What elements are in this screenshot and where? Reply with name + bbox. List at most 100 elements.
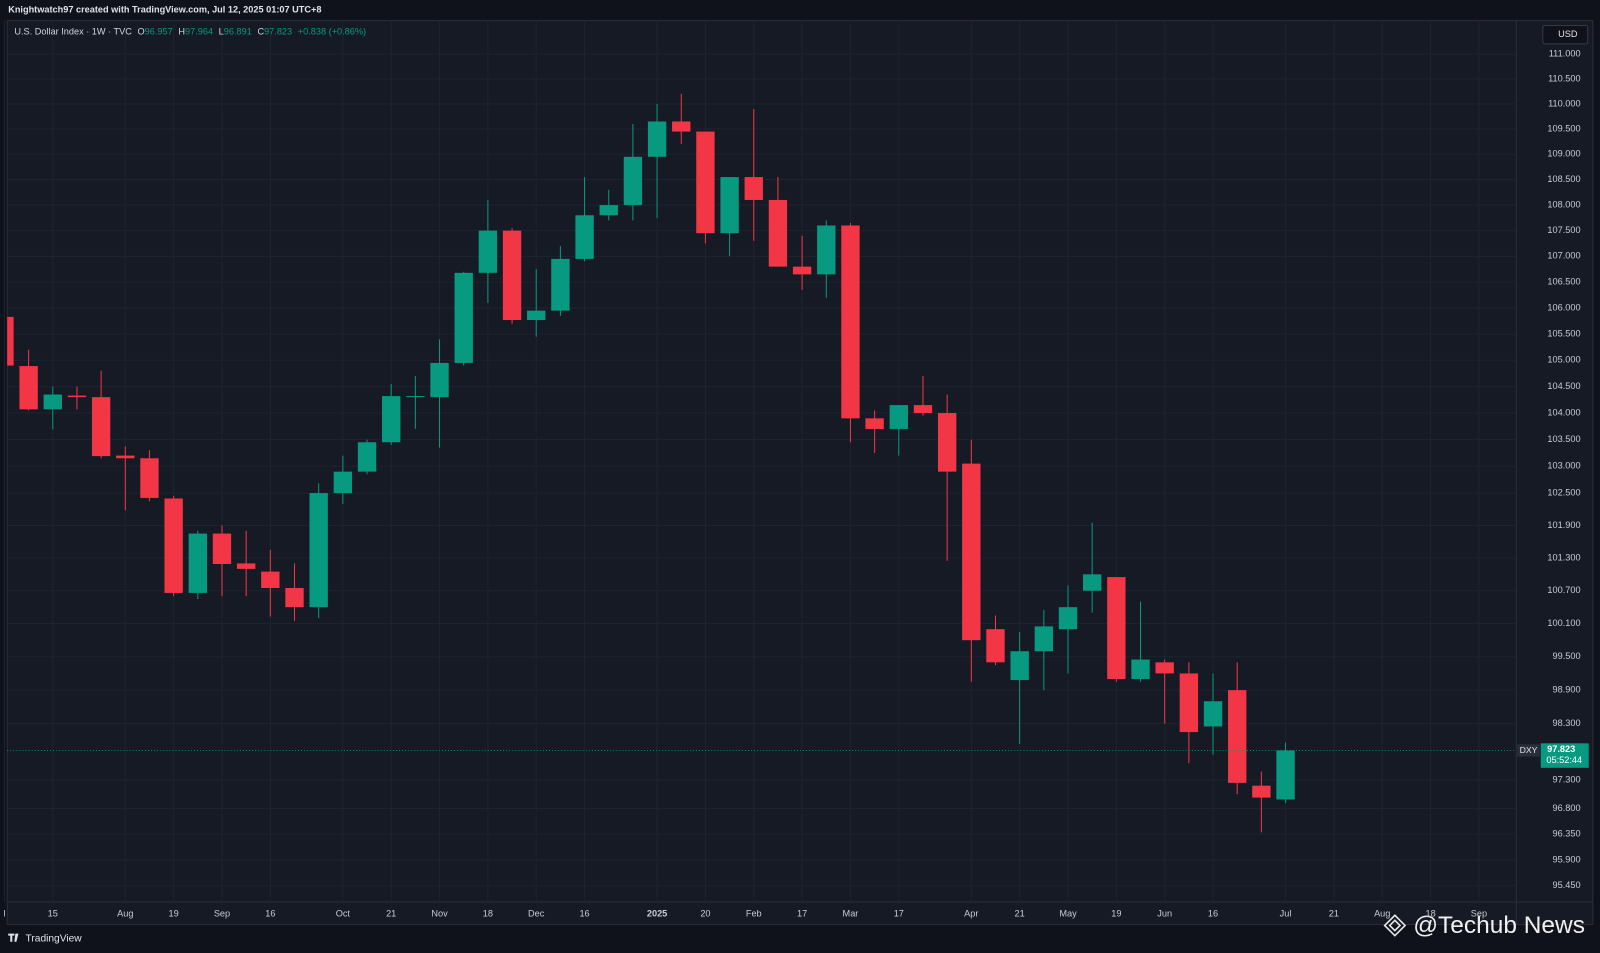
- x-tick-label: 19: [1111, 909, 1121, 919]
- y-tick-label: 109.000: [1547, 149, 1580, 159]
- candle-body: [116, 455, 135, 459]
- candle-body: [672, 121, 691, 132]
- top-bar-text: Knightwatch97 created with TradingView.c…: [8, 5, 321, 15]
- candle-body: [19, 366, 38, 410]
- x-tick-label: 2025: [647, 909, 667, 919]
- candle-body: [696, 131, 715, 234]
- x-tick-label: l: [3, 909, 5, 919]
- y-tick-label: 96.800: [1552, 803, 1580, 813]
- candle-body: [430, 362, 449, 398]
- y-tick-label: 100.100: [1547, 618, 1580, 628]
- y-tick-label: 101.300: [1547, 552, 1580, 562]
- candle-body: [1107, 577, 1126, 679]
- chart-panel: [6, 19, 1594, 925]
- candle-body: [236, 563, 256, 569]
- candle-body: [382, 396, 401, 443]
- ohlc-letter: H: [178, 27, 185, 37]
- symbol-label: DXY: [1520, 745, 1538, 755]
- x-tick-label: 21: [1329, 909, 1339, 919]
- watermark: @Techub News: [1383, 912, 1585, 939]
- candle-body: [841, 225, 860, 419]
- candle-body: [478, 230, 498, 273]
- change-value: +0.838 (+0.86%): [298, 27, 366, 37]
- y-tick-label: 99.500: [1552, 651, 1580, 661]
- y-tick-label: 100.700: [1547, 585, 1580, 595]
- candle-body: [1252, 785, 1271, 798]
- x-tick-label: Sep: [1471, 909, 1487, 919]
- candle-body: [599, 205, 618, 216]
- x-tick-label: Nov: [431, 909, 448, 919]
- x-tick-label: Jun: [1157, 909, 1172, 919]
- series-title: U.S. Dollar Index · 1W · TVC: [14, 27, 132, 37]
- countdown-label: 05:52:44: [1546, 755, 1582, 765]
- candle-body: [889, 405, 908, 429]
- candle-body: [551, 258, 570, 311]
- y-tick-label: 110.000: [1548, 98, 1580, 108]
- x-tick-label: 16: [579, 909, 589, 919]
- candle-body: [140, 458, 159, 498]
- y-tick-label: 106.000: [1547, 302, 1580, 312]
- candle-body: [647, 121, 667, 157]
- x-tick-label: 17: [894, 909, 904, 919]
- candle-body: [1228, 690, 1247, 783]
- y-tick-label: 106.500: [1547, 277, 1580, 287]
- candle-body: [1058, 607, 1078, 630]
- candle-body: [1203, 701, 1223, 727]
- candle-body: [768, 199, 788, 267]
- candle-body: [744, 177, 763, 200]
- candle-body: [1276, 750, 1295, 800]
- symbol-tag: [1517, 744, 1540, 757]
- ohlc-letter: O: [138, 27, 145, 37]
- y-tick-label: 111.000: [1549, 48, 1581, 58]
- candle-body: [212, 533, 232, 564]
- candle-body: [913, 405, 933, 414]
- candle-body: [865, 418, 884, 429]
- candle-body: [43, 394, 62, 410]
- y-tick-label: 96.350: [1552, 828, 1580, 838]
- currency-label[interactable]: USD: [1558, 29, 1578, 39]
- x-tick-label: 16: [1208, 909, 1218, 919]
- tv-logo-text: TradingView: [26, 933, 83, 944]
- candle-body: [623, 156, 643, 206]
- ohlc-letter: L: [219, 27, 224, 37]
- candle-body: [1155, 662, 1174, 674]
- y-tick-label: 95.900: [1552, 854, 1580, 864]
- candle-body: [406, 396, 425, 398]
- x-tick-label: 18: [1425, 909, 1435, 919]
- y-tick-label: 105.500: [1547, 329, 1580, 339]
- y-tick-label: 102.500: [1547, 488, 1580, 498]
- y-tick-label: 103.000: [1547, 461, 1580, 471]
- candle-body: [91, 397, 111, 457]
- y-tick-label: 103.500: [1547, 434, 1580, 444]
- y-tick-label: 101.900: [1547, 520, 1580, 530]
- y-tick-label: 108.000: [1547, 199, 1580, 209]
- x-tick-label: Aug: [117, 909, 133, 919]
- x-tick-label: May: [1059, 909, 1077, 919]
- candle-body: [261, 571, 280, 588]
- candle-body: [309, 493, 328, 608]
- ohlc-letter: C: [257, 27, 264, 37]
- y-tick-label: 104.500: [1547, 381, 1580, 391]
- x-tick-label: 17: [797, 909, 807, 919]
- currency-box[interactable]: [1542, 24, 1589, 45]
- x-tick-label: 21: [386, 909, 396, 919]
- x-tick-label: Jul: [1280, 909, 1292, 919]
- candle-body: [188, 533, 207, 593]
- candles: [7, 93, 1295, 833]
- candle-body: [285, 587, 304, 608]
- x-tick-label: 20: [700, 909, 710, 919]
- close-value: 97.823: [264, 27, 292, 37]
- y-tick-label: 98.900: [1552, 685, 1580, 695]
- candle-body: [1010, 651, 1029, 681]
- candle-body: [333, 471, 353, 494]
- y-tick-label: 97.300: [1552, 774, 1580, 784]
- x-tick-label: Dec: [528, 909, 545, 919]
- candle-body: [1082, 574, 1102, 591]
- candle-body: [937, 413, 957, 472]
- price-label: 97.823: [1547, 744, 1575, 754]
- x-tick-label: 15: [48, 909, 58, 919]
- candle-body: [986, 629, 1005, 663]
- candle-body: [817, 225, 836, 275]
